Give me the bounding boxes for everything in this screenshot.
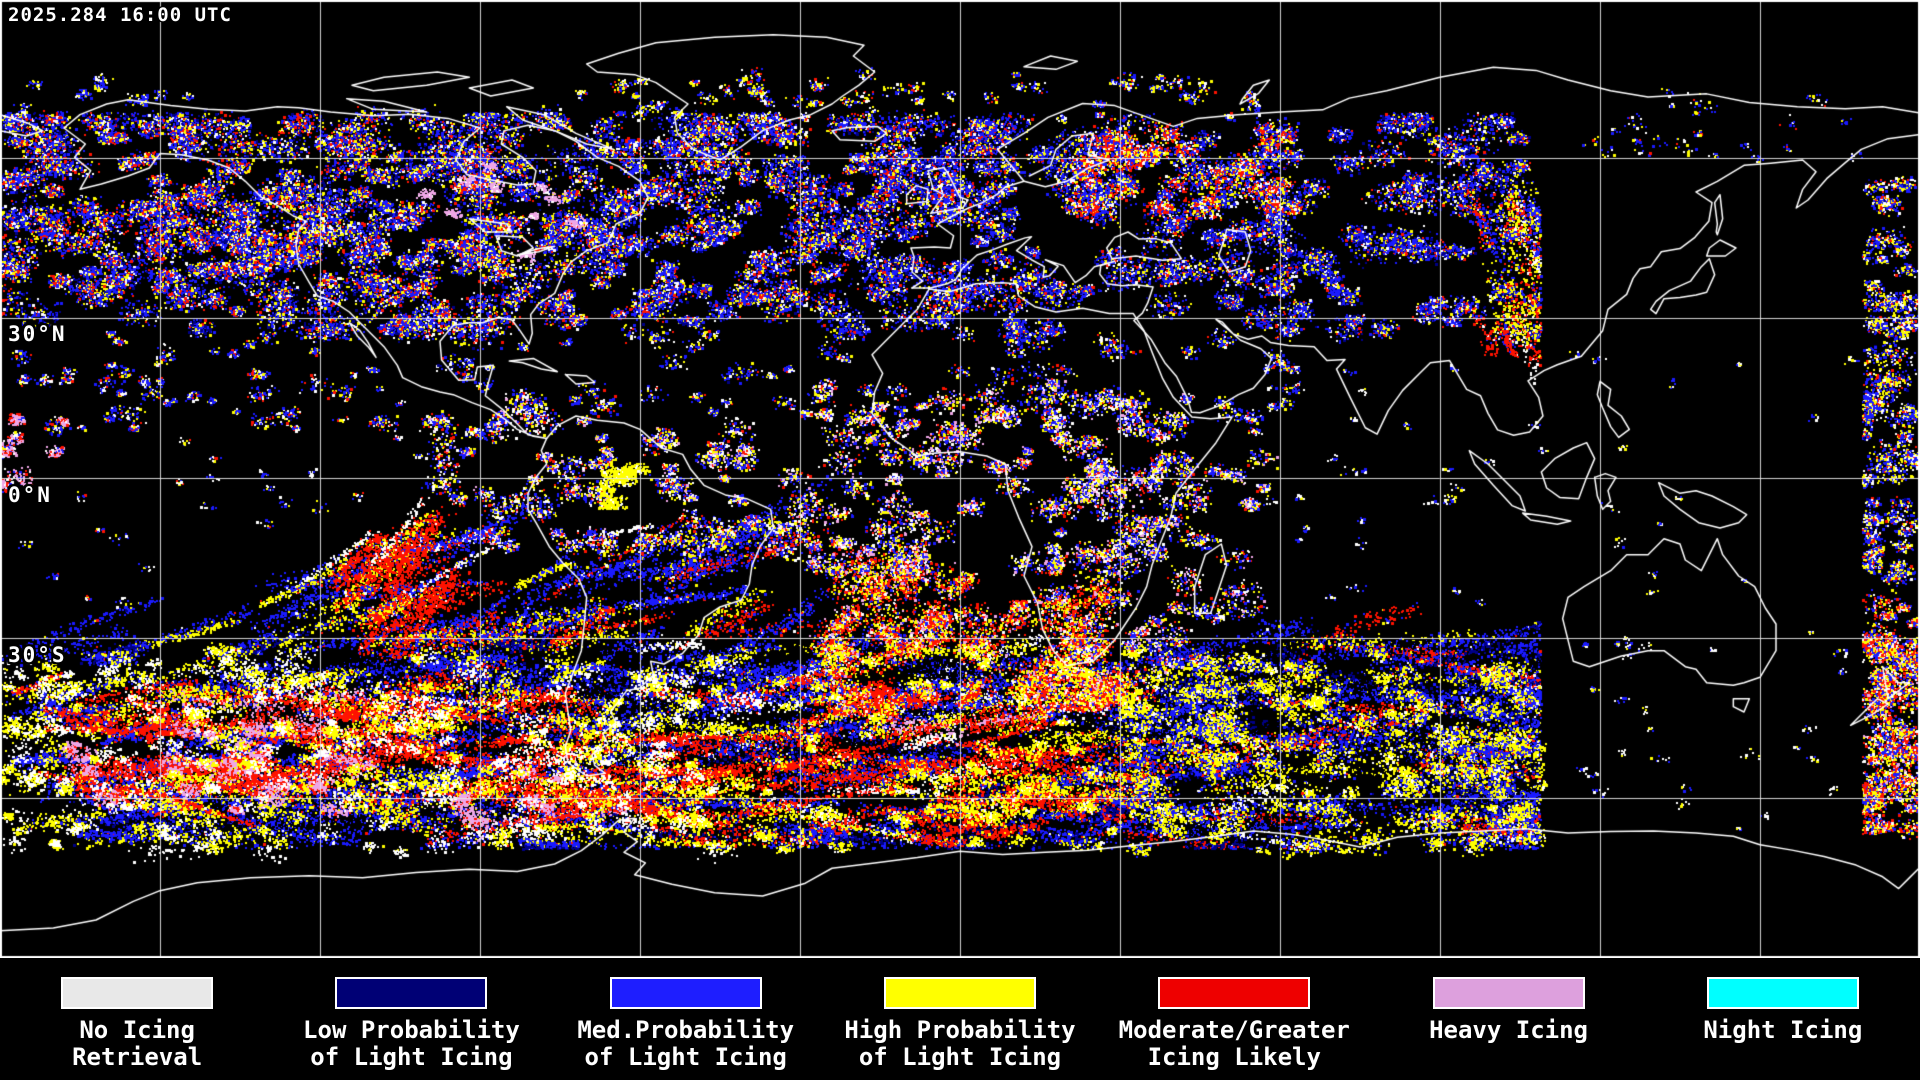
latitude-label-30n: 30°N bbox=[8, 322, 67, 346]
legend-swatch-low-probability bbox=[335, 977, 488, 1009]
legend-label: Icing Likely bbox=[1147, 1043, 1321, 1071]
legend-swatch-med-probability bbox=[609, 977, 762, 1009]
legend-item-heavy-icing: Heavy Icing bbox=[1371, 958, 1645, 1044]
timestamp-label: 2025.284 16:00 UTC bbox=[8, 4, 232, 26]
legend-item-low-probability: Low Probability of Light Icing bbox=[274, 958, 548, 1071]
legend-swatch-no-icing bbox=[61, 977, 214, 1009]
legend-item-night-icing: Night Icing bbox=[1646, 958, 1920, 1044]
legend-swatch-high-probability bbox=[883, 977, 1036, 1009]
legend-swatch-moderate-greater bbox=[1158, 977, 1311, 1009]
legend-label: High Probability bbox=[844, 1016, 1076, 1044]
latitude-label-0n: 0°N bbox=[8, 483, 52, 507]
legend-item-high-probability: High Probability of Light Icing bbox=[823, 958, 1097, 1071]
legend-bar: No Icing Retrieval Low Probability of Li… bbox=[0, 958, 1920, 1080]
legend-label: Heavy Icing bbox=[1429, 1016, 1589, 1044]
legend-label: Low Probability bbox=[303, 1016, 520, 1044]
legend-item-no-icing: No Icing Retrieval bbox=[0, 958, 274, 1071]
world-icing-map: 2025.284 16:00 UTC 30°N 0°N 30°S bbox=[0, 0, 1920, 958]
legend-label: Retrieval bbox=[72, 1043, 203, 1071]
legend-item-med-probability: Med.Probability of Light Icing bbox=[549, 958, 823, 1071]
legend-label: of Light Icing bbox=[584, 1043, 787, 1071]
legend-swatch-heavy-icing bbox=[1432, 977, 1585, 1009]
legend-label: Med.Probability bbox=[577, 1016, 795, 1044]
legend-label: Moderate/Greater bbox=[1118, 1016, 1350, 1044]
legend-label: No Icing bbox=[79, 1016, 195, 1044]
legend-label: Night Icing bbox=[1703, 1016, 1863, 1044]
latitude-label-30s: 30°S bbox=[8, 643, 67, 667]
legend-label: of Light Icing bbox=[858, 1043, 1062, 1071]
legend-item-moderate-greater: Moderate/Greater Icing Likely bbox=[1097, 958, 1371, 1071]
legend-swatch-night-icing bbox=[1706, 977, 1859, 1009]
icing-map-canvas bbox=[0, 0, 1920, 958]
legend-label: of Light Icing bbox=[310, 1043, 513, 1071]
